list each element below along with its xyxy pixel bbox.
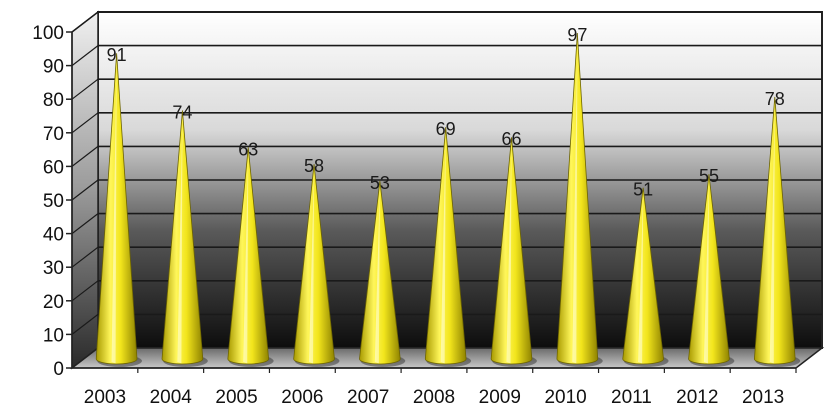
y-tick-label: 70 (43, 124, 64, 145)
cone-bar (490, 137, 537, 367)
cone-body (227, 147, 270, 365)
x-category-label: 2007 (347, 387, 389, 408)
y-tick-label: 0 (53, 359, 64, 380)
cone-highlight (703, 178, 709, 364)
data-label: 74 (172, 102, 192, 122)
cone-body (293, 164, 335, 365)
cone-body (424, 127, 467, 365)
x-category-label: 2009 (479, 387, 521, 408)
y-tick-label: 50 (43, 191, 64, 212)
gridline-side (71, 213, 99, 235)
gridline-side (71, 179, 99, 201)
gridline-side (71, 313, 99, 335)
cone-bar (556, 33, 603, 367)
cone-highlight (506, 141, 512, 364)
data-label: 66 (502, 129, 522, 149)
cone-highlight (769, 100, 775, 364)
cone-bar (424, 127, 472, 367)
gridline-side (71, 78, 99, 100)
cone-body (490, 137, 533, 365)
x-category-label: 2005 (215, 387, 257, 408)
x-category-label: 2004 (150, 387, 193, 408)
data-label: 53 (370, 173, 390, 193)
cone-bar (622, 187, 669, 367)
y-tick-label: 40 (43, 225, 64, 246)
cone-bar (227, 147, 274, 367)
x-category-label: 2013 (742, 387, 784, 408)
cone-bar (161, 110, 208, 367)
cone-bar (293, 164, 340, 367)
cone-highlight (308, 168, 315, 364)
x-category-label: 2008 (413, 387, 455, 408)
y-tick-label: 20 (43, 292, 64, 313)
x-category-label: 2010 (544, 387, 586, 408)
cone-body (95, 53, 138, 365)
gridline-side (71, 246, 99, 268)
gridline-side (71, 11, 99, 33)
x-category-label: 2012 (676, 387, 718, 408)
cone-highlight (243, 151, 249, 364)
cone-highlight (374, 184, 380, 364)
data-label: 97 (567, 25, 587, 45)
data-label: 63 (238, 139, 258, 159)
cone-body (622, 187, 664, 365)
y-tick-label: 100 (32, 23, 64, 44)
gridline-side (71, 45, 99, 67)
data-label: 51 (633, 180, 653, 200)
y-tick-label: 90 (43, 57, 64, 78)
cone-highlight (572, 37, 578, 364)
cone-body (688, 174, 730, 365)
data-label: 58 (304, 156, 324, 176)
cone-bar (359, 180, 406, 367)
data-label: 69 (436, 119, 456, 139)
cone-highlight (111, 57, 117, 364)
x-category-label: 2003 (84, 387, 126, 408)
x-category-label: 2011 (611, 387, 652, 408)
cone-bar (688, 174, 735, 367)
y-tick-label: 30 (43, 258, 64, 279)
cone-body (753, 96, 796, 365)
y-tick-label: 10 (43, 325, 64, 346)
data-label: 91 (107, 45, 127, 65)
data-label: 55 (699, 166, 719, 186)
y-tick-label: 60 (43, 157, 64, 178)
cone-highlight (177, 114, 183, 364)
gridline-side (71, 112, 99, 134)
y-tick-label: 80 (43, 90, 64, 111)
cone-body (161, 110, 204, 365)
cone-highlight (440, 131, 446, 364)
data-label: 78 (765, 89, 785, 109)
gridline-side (71, 145, 99, 167)
cone-body (359, 180, 401, 365)
cone-highlight (638, 191, 644, 364)
cone-body (556, 33, 599, 365)
gridline-side (71, 280, 99, 302)
x-category-label: 2006 (281, 387, 323, 408)
cone-bar (95, 53, 143, 367)
cone-bar (753, 96, 801, 367)
